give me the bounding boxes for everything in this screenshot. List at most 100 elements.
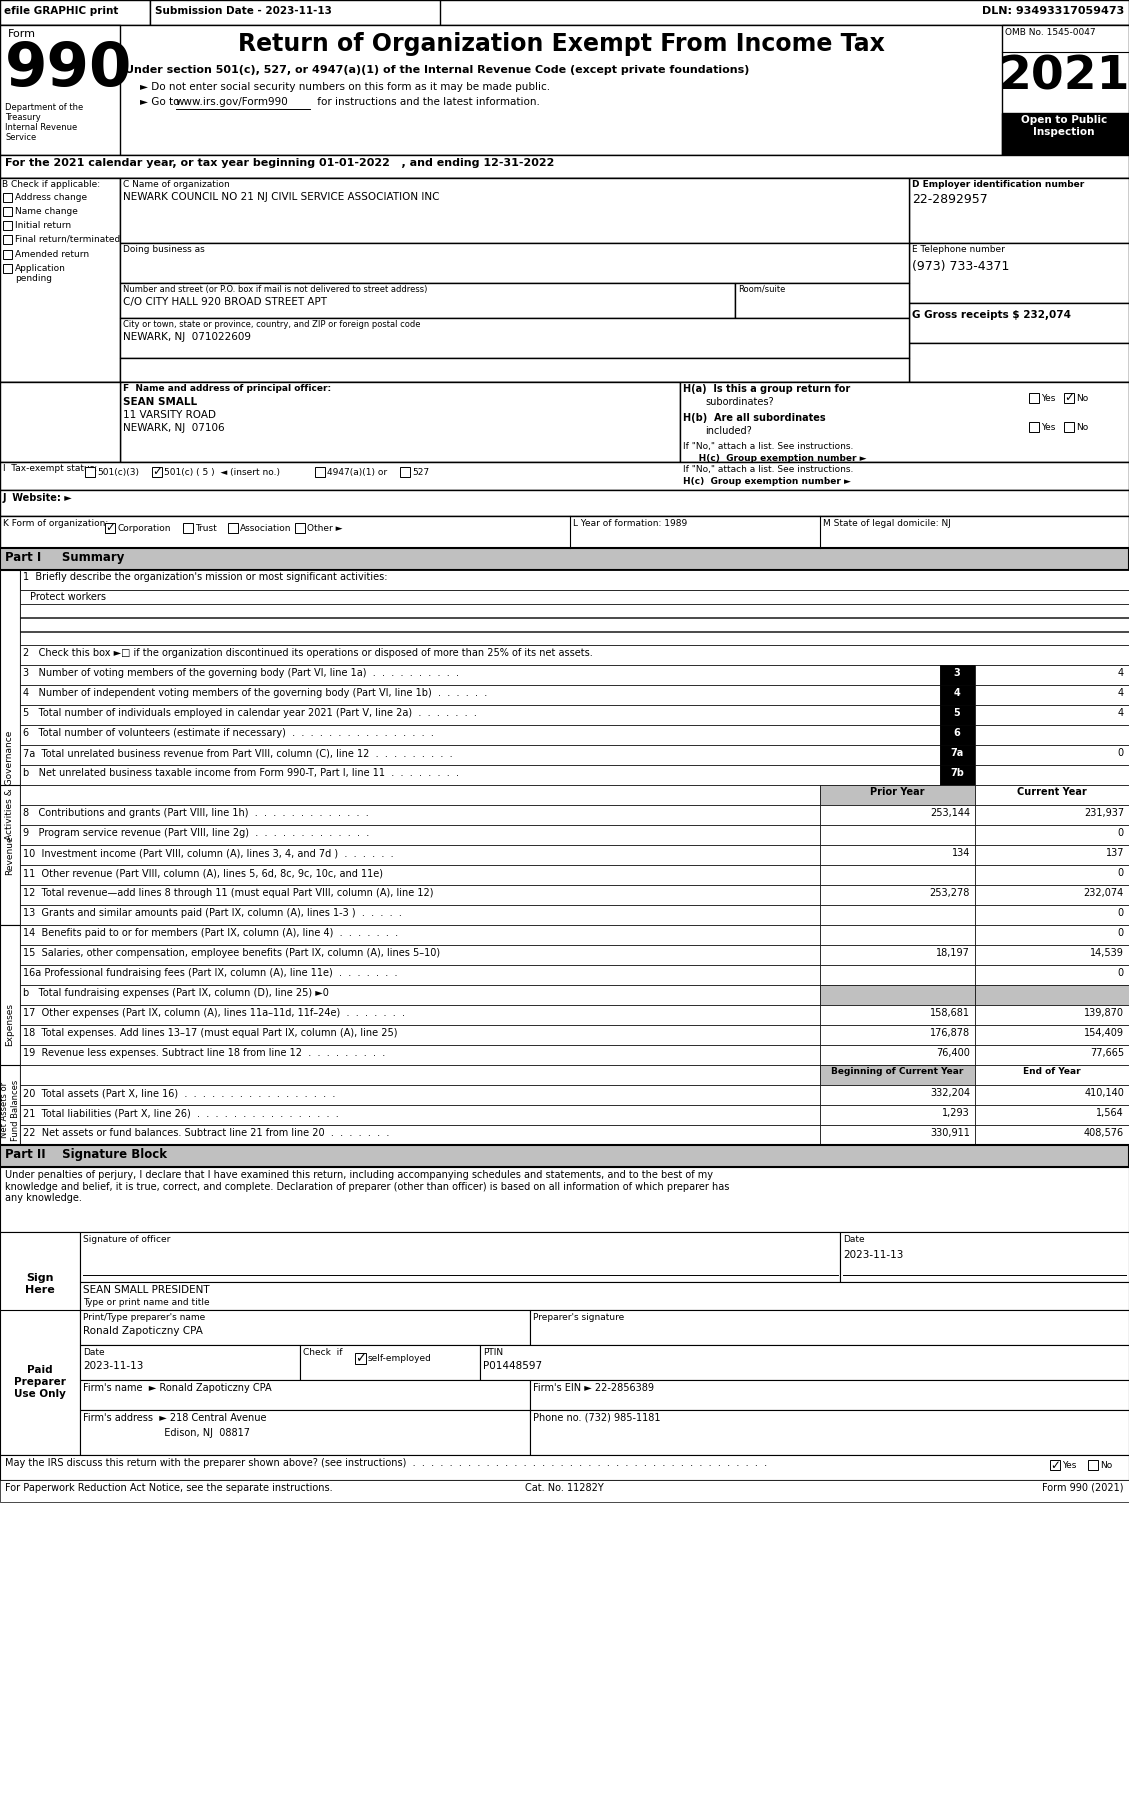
Text: Current Year: Current Year xyxy=(1017,787,1087,796)
Bar xyxy=(20,1025,820,1045)
Text: 22-2892957: 22-2892957 xyxy=(912,192,988,207)
Text: Yes: Yes xyxy=(1041,423,1056,432)
Text: 76,400: 76,400 xyxy=(936,1048,970,1058)
Bar xyxy=(0,1065,20,1156)
Text: Signature of officer: Signature of officer xyxy=(84,1235,170,1244)
Bar xyxy=(20,726,940,746)
Bar xyxy=(120,357,909,383)
Bar xyxy=(20,631,1129,646)
Text: Submission Date - 2023-11-13: Submission Date - 2023-11-13 xyxy=(155,5,332,16)
Bar xyxy=(940,726,975,746)
Bar xyxy=(940,746,975,766)
Text: 332,204: 332,204 xyxy=(930,1088,970,1097)
Text: Revenue: Revenue xyxy=(6,834,15,874)
Bar xyxy=(0,1455,1129,1480)
Bar xyxy=(0,383,120,463)
Text: self-employed: self-employed xyxy=(368,1353,432,1362)
Text: ► Do not enter social security numbers on this form as it may be made public.: ► Do not enter social security numbers o… xyxy=(140,82,550,93)
Bar xyxy=(0,490,1129,515)
Text: Application: Application xyxy=(15,265,65,272)
Bar xyxy=(355,1353,366,1364)
Text: 0: 0 xyxy=(1118,869,1124,878)
Text: 139,870: 139,870 xyxy=(1084,1009,1124,1018)
Text: K Form of organization:: K Form of organization: xyxy=(3,519,108,528)
Text: www.irs.gov/Form990: www.irs.gov/Form990 xyxy=(176,96,289,107)
Text: Activities & Governance: Activities & Governance xyxy=(6,731,15,840)
Text: 410,140: 410,140 xyxy=(1084,1088,1124,1097)
Text: Phone no. (732) 985-1181: Phone no. (732) 985-1181 xyxy=(533,1413,660,1422)
Text: 408,576: 408,576 xyxy=(1084,1128,1124,1137)
Text: subordinates?: subordinates? xyxy=(704,397,773,406)
Text: P01448597: P01448597 xyxy=(483,1360,542,1371)
Bar xyxy=(909,343,1129,383)
Bar xyxy=(820,1065,975,1085)
Text: 330,911: 330,911 xyxy=(930,1128,970,1137)
Bar xyxy=(0,0,1129,25)
Text: 7a  Total unrelated business revenue from Part VIII, column (C), line 12  .  .  : 7a Total unrelated business revenue from… xyxy=(23,747,453,758)
Bar xyxy=(820,865,975,885)
Text: 4: 4 xyxy=(1118,688,1124,698)
Bar xyxy=(0,1145,1129,1166)
Text: Cat. No. 11282Y: Cat. No. 11282Y xyxy=(525,1484,603,1493)
Text: 501(c) ( 5 )  ◄ (insert no.): 501(c) ( 5 ) ◄ (insert no.) xyxy=(164,468,280,477)
Text: 16a Professional fundraising fees (Part IX, column (A), line 11e)  .  .  .  .  .: 16a Professional fundraising fees (Part … xyxy=(23,969,397,978)
Text: Final return/terminated: Final return/terminated xyxy=(15,236,121,245)
Text: 4: 4 xyxy=(1118,668,1124,678)
Text: 0: 0 xyxy=(1118,969,1124,978)
Bar xyxy=(975,1105,1129,1125)
Text: H(c)  Group exemption number ►: H(c) Group exemption number ► xyxy=(683,454,866,463)
Text: 22  Net assets or fund balances. Subtract line 21 from line 20  .  .  .  .  .  .: 22 Net assets or fund balances. Subtract… xyxy=(23,1128,390,1137)
Text: 8   Contributions and grants (Part VIII, line 1h)  .  .  .  .  .  .  .  .  .  . : 8 Contributions and grants (Part VIII, l… xyxy=(23,807,369,818)
Text: Internal Revenue: Internal Revenue xyxy=(5,123,77,132)
Text: 4947(a)(1) or: 4947(a)(1) or xyxy=(327,468,387,477)
Bar xyxy=(975,706,1129,726)
Text: 3: 3 xyxy=(954,668,961,678)
Bar xyxy=(530,1310,1129,1344)
Bar xyxy=(20,746,940,766)
Bar xyxy=(0,0,150,25)
Bar xyxy=(840,1232,1129,1282)
Bar xyxy=(20,805,820,825)
Text: No: No xyxy=(1076,394,1088,403)
Text: G Gross receipts $ 232,074: G Gross receipts $ 232,074 xyxy=(912,310,1071,319)
Bar xyxy=(975,1005,1129,1025)
Bar xyxy=(0,178,1129,383)
Text: ► Go to: ► Go to xyxy=(140,96,183,107)
Text: 232,074: 232,074 xyxy=(1084,889,1124,898)
Bar xyxy=(975,965,1129,985)
Bar xyxy=(0,1310,80,1455)
Bar xyxy=(909,303,1129,343)
Bar xyxy=(105,522,115,533)
Bar xyxy=(120,178,909,243)
Bar xyxy=(975,1025,1129,1045)
Bar xyxy=(120,317,909,357)
Text: H(a)  Is this a group return for: H(a) Is this a group return for xyxy=(683,385,850,394)
Bar xyxy=(3,265,12,272)
Text: May the IRS discuss this return with the preparer shown above? (see instructions: May the IRS discuss this return with the… xyxy=(5,1458,767,1468)
Bar xyxy=(315,466,325,477)
Text: D Employer identification number: D Employer identification number xyxy=(912,180,1084,189)
Text: Net Assets or
Fund Balances: Net Assets or Fund Balances xyxy=(0,1079,19,1141)
Text: 15  Salaries, other compensation, employee benefits (Part IX, column (A), lines : 15 Salaries, other compensation, employe… xyxy=(23,949,440,958)
Bar xyxy=(1064,423,1074,432)
Bar xyxy=(0,178,120,383)
Text: 2023-11-13: 2023-11-13 xyxy=(84,1360,143,1371)
Text: 5: 5 xyxy=(954,707,961,718)
Text: Sign
Here: Sign Here xyxy=(25,1273,55,1295)
Bar xyxy=(820,1045,975,1065)
Bar xyxy=(20,604,1129,617)
Bar xyxy=(975,865,1129,885)
Bar xyxy=(183,522,193,533)
Text: Name change: Name change xyxy=(15,207,78,216)
Bar xyxy=(20,570,1129,590)
Bar xyxy=(20,1085,820,1105)
Text: 0: 0 xyxy=(1118,909,1124,918)
Text: Preparer's signature: Preparer's signature xyxy=(533,1313,624,1322)
Text: 3   Number of voting members of the governing body (Part VI, line 1a)  .  .  .  : 3 Number of voting members of the govern… xyxy=(23,668,460,678)
Text: H(b)  Are all subordinates: H(b) Are all subordinates xyxy=(683,414,825,423)
Text: Treasury: Treasury xyxy=(5,112,41,122)
Text: No: No xyxy=(1076,423,1088,432)
Bar xyxy=(0,515,1129,548)
Text: H(c)  Group exemption number ►: H(c) Group exemption number ► xyxy=(683,477,851,486)
Text: efile GRAPHIC print: efile GRAPHIC print xyxy=(5,5,119,16)
